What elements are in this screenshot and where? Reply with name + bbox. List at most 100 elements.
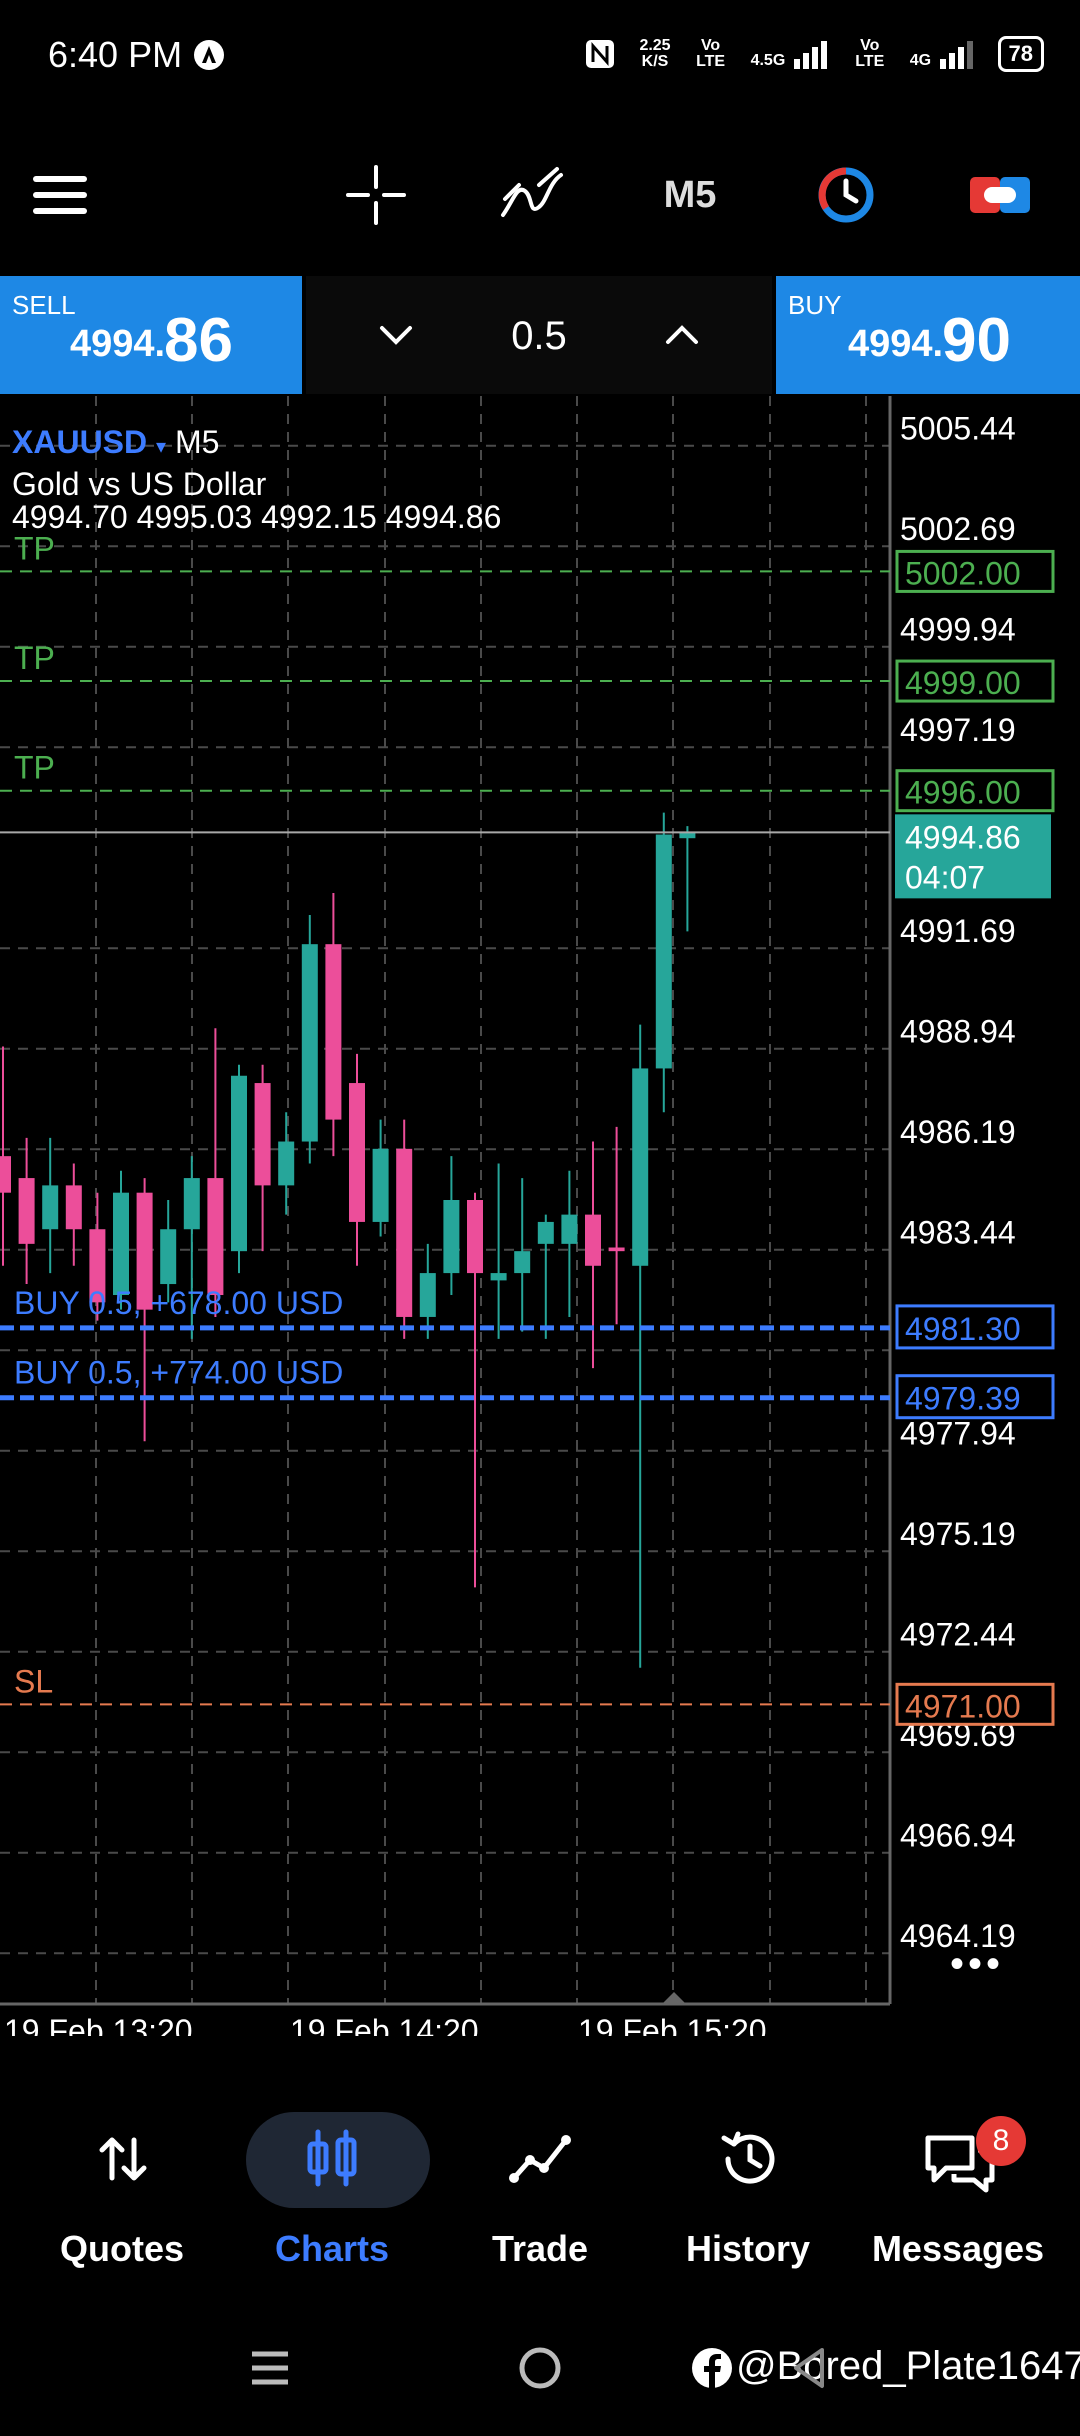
candle-body [679, 832, 696, 839]
candle-body [325, 944, 342, 1120]
crosshair-icon[interactable] [340, 140, 412, 250]
back-icon[interactable] [788, 2346, 828, 2390]
chevron-up-icon[interactable] [662, 314, 702, 354]
signal-icon-1 [793, 41, 827, 69]
volume-control: 0.5 [306, 276, 772, 394]
buy-label: BUY [788, 290, 842, 320]
network-speed: 2.25 K/S [639, 37, 671, 70]
price-axis-label: 4999.94 [900, 612, 1016, 648]
candle-body [537, 1221, 554, 1244]
price-axis-label: 5002.69 [900, 511, 1016, 547]
sell-button[interactable]: SELL 4994. 86 [0, 276, 302, 394]
candle-body [254, 1083, 271, 1186]
take-profit-price-box [895, 659, 1055, 703]
nav-trade-label: Trade [491, 2228, 589, 2269]
candle-body [514, 1251, 531, 1274]
candle-body [443, 1200, 460, 1274]
stop-loss-price-box [895, 1682, 1055, 1726]
candle-body [231, 1075, 247, 1252]
sell-price-small: 4994. [70, 323, 166, 365]
symbol-dropdown-icon[interactable]: ▾ [156, 436, 167, 458]
app-notification-icon [194, 40, 224, 70]
home-icon[interactable] [518, 2346, 562, 2390]
nav-messages[interactable]: 8 Messages [858, 2080, 1058, 2280]
candle-body [42, 1185, 59, 1230]
position-price-box [895, 1374, 1055, 1420]
position-label: BUY 0.5, +678.00 USD [14, 1285, 343, 1321]
trade-panel-toggle-icon[interactable] [964, 140, 1036, 250]
nav-history[interactable]: History [648, 2080, 848, 2280]
status-icons: 2.25 K/S Vo LTE 4.5G Vo LTE 4G 78 [583, 36, 1044, 72]
price-chart[interactable]: 5005.44 5002.69 4999.94 4997.19 4991.69 4988.… [0, 396, 1080, 2049]
price-axis-label: 4966.94 [900, 1818, 1016, 1854]
candle-body [113, 1192, 129, 1296]
candle-body [301, 944, 318, 1142]
stop-loss-price: 4971.00 [905, 1688, 1021, 1724]
current-price-value: 4994.86 [905, 819, 1021, 855]
chevron-down-icon[interactable] [376, 316, 416, 356]
candle-body [0, 1156, 11, 1193]
one-click-trade-bar: SELL 4994. 86 0.5 BUY 4994. 90 [0, 276, 1080, 394]
charts-icon [307, 2129, 357, 2187]
take-profit-price-box [895, 549, 1055, 593]
timeframe-button[interactable]: M5 [663, 173, 717, 216]
take-profit-label: TP [14, 750, 55, 786]
network-type-1: 4.5G [751, 39, 830, 69]
candle-body [585, 1214, 601, 1266]
candle-body [65, 1185, 82, 1230]
system-navigation: @Bored_Plate1647 [0, 2330, 1080, 2436]
volte-1: Vo LTE [696, 37, 726, 70]
trade-icon [509, 2135, 571, 2183]
candle-countdown: 04:07 [905, 859, 985, 895]
volte-2: Vo LTE [855, 37, 885, 70]
price-axis-label: 4977.94 [900, 1416, 1016, 1452]
take-profit-price-box [895, 769, 1055, 813]
price-axis-label: 4997.19 [900, 712, 1016, 748]
buy-button[interactable]: BUY 4994. 90 [776, 276, 1080, 394]
candle-body [467, 1200, 483, 1274]
signal-icon-2 [939, 41, 973, 69]
recents-icon[interactable] [248, 2346, 292, 2390]
take-profit-price: 4999.00 [905, 665, 1021, 701]
menu-icon[interactable] [30, 140, 90, 250]
current-price-box [895, 814, 1051, 899]
take-profit-price: 5002.00 [905, 555, 1021, 591]
battery-icon: 78 [997, 36, 1044, 72]
candle-body [89, 1229, 106, 1303]
volume-value[interactable]: 0.5 [511, 314, 567, 358]
watermark-text: @Bored_Plate1647 [736, 2344, 1080, 2388]
nav-quotes[interactable]: Quotes [22, 2080, 222, 2280]
history-icon [721, 2131, 775, 2184]
candle-body [561, 1214, 578, 1244]
time-axis-label: 19 Feb 14:20 [290, 2013, 479, 2036]
nav-trade[interactable]: Trade [440, 2080, 640, 2280]
chart-canvas[interactable]: 5005.44 5002.69 4999.94 4997.19 4991.69 4988.… [0, 396, 1080, 2049]
sell-price-big: 86 [164, 306, 233, 375]
one-click-trading-icon[interactable] [810, 140, 882, 250]
indicators-icon[interactable] [496, 140, 568, 250]
price-axis-label: 4991.69 [900, 913, 1016, 949]
price-axis-label: 4975.19 [900, 1516, 1016, 1552]
candle-body [18, 1178, 35, 1244]
buy-price-big: 90 [942, 306, 1011, 375]
time-axis-label: 19 Feb 15:20 [578, 2013, 767, 2036]
nfc-icon [586, 40, 615, 68]
messages-badge: 8 [976, 2116, 1026, 2166]
candle-body [419, 1273, 436, 1317]
candle-body [396, 1148, 413, 1317]
symbol-name[interactable]: XAUUSD [12, 424, 148, 460]
position-price-box [895, 1304, 1055, 1350]
candle-body [278, 1141, 295, 1186]
nav-charts[interactable]: Charts [232, 2080, 432, 2280]
take-profit-label: TP [14, 640, 55, 676]
chart-shift-marker [662, 1992, 686, 2004]
position-price: 4979.39 [905, 1381, 1021, 1417]
price-axis-label: 4988.94 [900, 1014, 1016, 1050]
more-icon[interactable]: ••• [950, 1942, 1005, 1986]
ohlc-values: 4994.70 4995.03 4992.15 4994.86 [12, 499, 502, 535]
position-price: 4981.30 [905, 1311, 1021, 1347]
take-profit-price: 4996.00 [905, 775, 1021, 811]
stop-loss-label: SL [14, 1663, 53, 1699]
candle-body [490, 1273, 507, 1281]
nav-history-label: History [685, 2228, 811, 2269]
